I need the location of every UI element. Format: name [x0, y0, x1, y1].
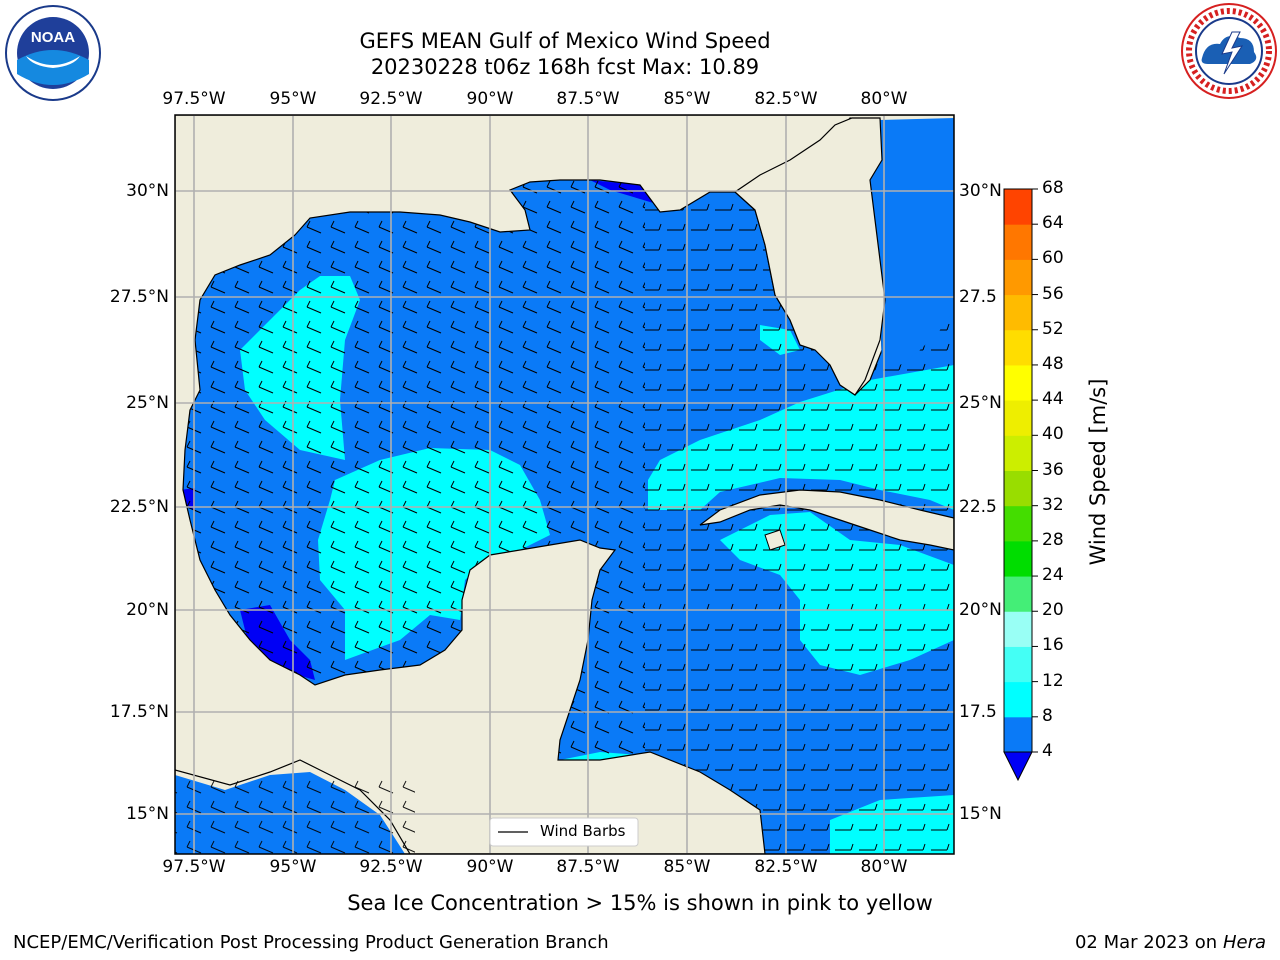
colorbar-tick-label: 56 — [1042, 283, 1064, 304]
noaa-logo-icon: NOAA — [4, 4, 102, 102]
colorbar-segment — [1004, 646, 1032, 683]
sea-ice-note: Sea Ice Concentration > 15% is shown in … — [347, 891, 933, 915]
colorbar-segment — [1004, 400, 1032, 436]
colorbar-tick-label: 28 — [1042, 529, 1064, 550]
lon-tick-top: 90°W — [466, 89, 514, 109]
lat-tick-right: 25°N — [959, 393, 1002, 413]
map-gridlines — [175, 115, 954, 854]
lon-tick-top: 82.5°W — [754, 89, 818, 109]
colorbar-segment — [1004, 224, 1032, 260]
nws-logo-icon — [1180, 2, 1278, 100]
map-frame — [174, 114, 955, 855]
colorbar-tick-label: 64 — [1042, 213, 1064, 234]
lon-tick-bottom: 82.5°W — [754, 857, 818, 877]
lon-tick-top: 95°W — [269, 89, 317, 109]
colorbar-tick-label: 48 — [1042, 353, 1064, 374]
footer-branch: NCEP/EMC/Verification Post Processing Pr… — [13, 932, 609, 953]
colorbar-segment — [1004, 576, 1032, 612]
land-florida — [734, 117, 886, 396]
footer-date-text: 02 Mar 2023 on — [1074, 932, 1218, 953]
lon-tick-bottom: 80°W — [860, 857, 908, 877]
lon-tick-bottom: 95°W — [269, 857, 317, 877]
colorbar — [1003, 188, 1038, 782]
colorbar-tick-label: 8 — [1042, 705, 1053, 726]
colorbar-segment — [1004, 364, 1032, 401]
colorbar-segment — [1004, 716, 1032, 753]
colorbar-segment — [1004, 540, 1032, 577]
lon-tick-bottom: 97.5°W — [162, 857, 226, 877]
colorbar-tick-label: 60 — [1042, 248, 1064, 269]
lat-tick-left: 27.5°N — [109, 287, 169, 307]
lat-tick-right: 15°N — [959, 804, 1002, 824]
lat-tick-left: 22.5°N — [109, 497, 169, 517]
colorbar-segment — [1004, 611, 1032, 647]
lon-tick-top: 80°W — [860, 89, 908, 109]
colorbar-tick-label: 16 — [1042, 635, 1064, 656]
chart-subtitle: 20230228 t06z 168h fcst Max: 10.89 — [370, 55, 760, 79]
colorbar-label: Wind Speed [m/s] — [1086, 378, 1110, 566]
lat-tick-right: 22.5 — [959, 497, 997, 517]
lat-tick-left: 17.5°N — [109, 702, 169, 722]
lon-tick-bottom: 90°W — [466, 857, 514, 877]
lon-tick-top: 92.5°W — [359, 89, 423, 109]
lon-tick-top: 85°W — [663, 89, 711, 109]
footer-host: Hera — [1222, 932, 1266, 953]
lon-tick-bottom: 85°W — [663, 857, 711, 877]
lon-tick-bottom: 87.5°W — [556, 857, 620, 877]
legend-label: Wind Barbs — [540, 822, 626, 840]
colorbar-tick-label: 20 — [1042, 600, 1064, 621]
colorbar-under-triangle — [1003, 751, 1033, 782]
colorbar-tick-label: 68 — [1042, 178, 1064, 198]
colorbar-tick-label: 52 — [1042, 318, 1064, 339]
lon-tick-top: 97.5°W — [162, 89, 226, 109]
colorbar-tick-label: 12 — [1042, 670, 1064, 691]
colorbar-segment — [1004, 294, 1032, 331]
colorbar-segment — [1004, 681, 1032, 718]
colorbar-tick-label: 32 — [1042, 494, 1064, 515]
noaa-logo-text: NOAA — [31, 29, 75, 46]
colorbar-segment — [1004, 435, 1032, 471]
land-cuba — [699, 489, 954, 551]
chart-title: GEFS MEAN Gulf of Mexico Wind Speed — [359, 29, 771, 53]
colorbar-segment — [1004, 329, 1032, 366]
colorbar-segment — [1004, 189, 1032, 225]
lat-tick-right: 30°N — [959, 181, 1002, 201]
lat-tick-right: 20°N — [959, 600, 1002, 620]
colorbar-tick-label: 4 — [1042, 741, 1053, 761]
lat-tick-left: 15°N — [126, 804, 169, 824]
lat-tick-right: 27.5 — [959, 287, 997, 307]
colorbar-segment — [1004, 259, 1032, 296]
colorbar-tick-label: 40 — [1042, 424, 1064, 445]
colorbar-segment — [1004, 505, 1032, 542]
wind-barbs-legend — [489, 817, 639, 847]
lon-tick-top: 87.5°W — [556, 89, 620, 109]
footer-date: 02 Mar 2023 on Hera — [1075, 932, 1266, 953]
colorbar-tick-label: 36 — [1042, 459, 1064, 480]
lon-tick-bottom: 92.5°W — [359, 857, 423, 877]
colorbar-tick-label: 44 — [1042, 389, 1064, 410]
lat-tick-left: 25°N — [126, 393, 169, 413]
lat-tick-left: 20°N — [126, 600, 169, 620]
colorbar-segment — [1004, 470, 1032, 507]
lat-tick-left: 30°N — [126, 181, 169, 201]
lat-tick-right: 17.5 — [959, 702, 997, 722]
colorbar-tick-label: 24 — [1042, 565, 1064, 586]
